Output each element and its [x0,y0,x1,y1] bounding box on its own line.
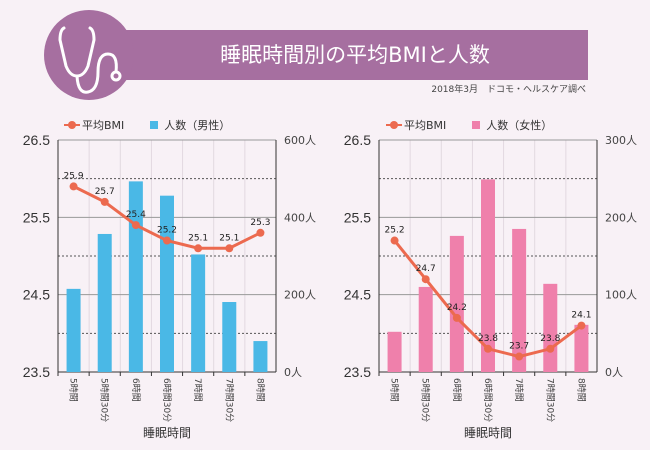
x-tick-label: 6時間30分 [482,378,493,422]
bar [191,254,206,372]
bar [574,324,589,372]
line-marker-icon [386,121,402,129]
x-tick-label: 7時間 [192,378,203,402]
x-tick-label: 5時間 [68,378,79,402]
legend-label: 平均BMI [404,119,447,132]
x-tick-label: 5時間30分 [420,378,431,422]
stethoscope-icon [58,26,122,94]
data-label: 24.1 [571,311,591,321]
bmi-point [421,275,430,284]
legend-label: 人数（男性） [164,119,231,132]
bmi-point [100,197,109,206]
bar [418,286,433,372]
bmi-point [194,244,203,253]
x-tick-label: 6時間30分 [161,378,172,422]
legend-item-bmi: 平均BMI [64,117,125,133]
data-label: 23.8 [478,334,498,344]
x-tick-label: 6時間 [451,378,462,402]
x-tick-label: 8時間 [575,378,586,402]
bmi-point [546,344,555,353]
y2-tick-label: 300人 [605,134,637,147]
y-tick-label: 25.5 [23,209,50,225]
data-label: 25.1 [219,233,239,243]
bmi-point [256,228,265,237]
x-tick-label: 5時間30分 [99,378,110,422]
bar [449,235,464,372]
x-axis-title: 睡眠時間 [464,426,512,440]
data-label: 23.8 [540,334,560,344]
data-label: 25.9 [64,171,84,181]
x-tick-label: 7時間 [513,378,524,402]
y2-tick-label: 0人 [605,366,623,379]
bmi-point [577,321,586,330]
data-label: 25.4 [126,210,146,220]
bmi-point [390,236,399,245]
x-tick-label: 7時間30分 [544,378,555,422]
bmi-point [69,182,78,191]
bar [253,341,268,372]
y-tick-label: 24.5 [23,287,50,303]
data-label: 25.7 [95,187,115,197]
bmi-point [225,244,234,253]
bmi-point [452,313,461,322]
x-tick-label: 5時間 [389,378,400,402]
bar [512,228,527,372]
data-label: 25.2 [157,226,177,236]
legend-item-count: 人数（女性） [472,117,552,133]
y-tick-label: 25.5 [344,209,371,225]
data-label: 23.7 [509,342,529,352]
y-tick-label: 26.5 [344,132,371,148]
x-tick-label: 8時間 [254,378,265,402]
legend-label: 人数（女性） [486,119,553,132]
source-note: 2018年3月 ドコモ・ヘルスケア調べ [431,85,586,95]
legend-female: 平均BMI 人数（女性） [386,117,552,133]
legend-label: 平均BMI [82,119,125,132]
bar [543,283,558,372]
data-label: 24.7 [416,264,436,274]
x-axis-title: 睡眠時間 [143,426,191,440]
page-title: 睡眠時間別の平均BMIと人数 [220,43,490,67]
y2-tick-label: 200人 [605,211,637,224]
x-tick-label: 7時間30分 [223,378,234,422]
bar [387,331,402,372]
bar [481,179,495,372]
bmi-point [163,236,171,245]
bar [66,288,81,372]
y2-tick-label: 600人 [284,134,316,147]
y-tick-label: 23.5 [344,364,371,380]
data-label: 24.2 [447,303,467,313]
y-tick-label: 24.5 [344,287,371,303]
y2-tick-label: 0人 [284,366,302,379]
bar [128,181,143,372]
bmi-point [131,221,140,230]
data-label: 25.3 [250,218,270,228]
y2-tick-label: 400人 [284,211,316,224]
bar [160,195,174,372]
title-banner [80,30,588,80]
y-tick-label: 23.5 [23,364,50,380]
y-tick-label: 26.5 [23,132,50,148]
data-label: 25.2 [385,226,405,236]
y2-tick-label: 100人 [605,289,637,302]
y2-tick-label: 200人 [284,289,316,302]
bar [222,302,237,372]
x-tick-label: 6時間 [130,378,141,402]
legend-item-count: 人数（男性） [150,117,230,133]
stethoscope-badge [44,10,134,100]
bar-swatch-icon [472,121,481,129]
legend-male: 平均BMI 人数（男性） [64,117,230,133]
line-marker-icon [64,121,80,129]
bmi-point [515,352,524,361]
data-label: 25.1 [188,233,208,243]
bmi-point [484,344,492,353]
legend-item-bmi: 平均BMI [386,117,447,133]
bar-swatch-icon [150,121,159,129]
bar [97,233,112,372]
